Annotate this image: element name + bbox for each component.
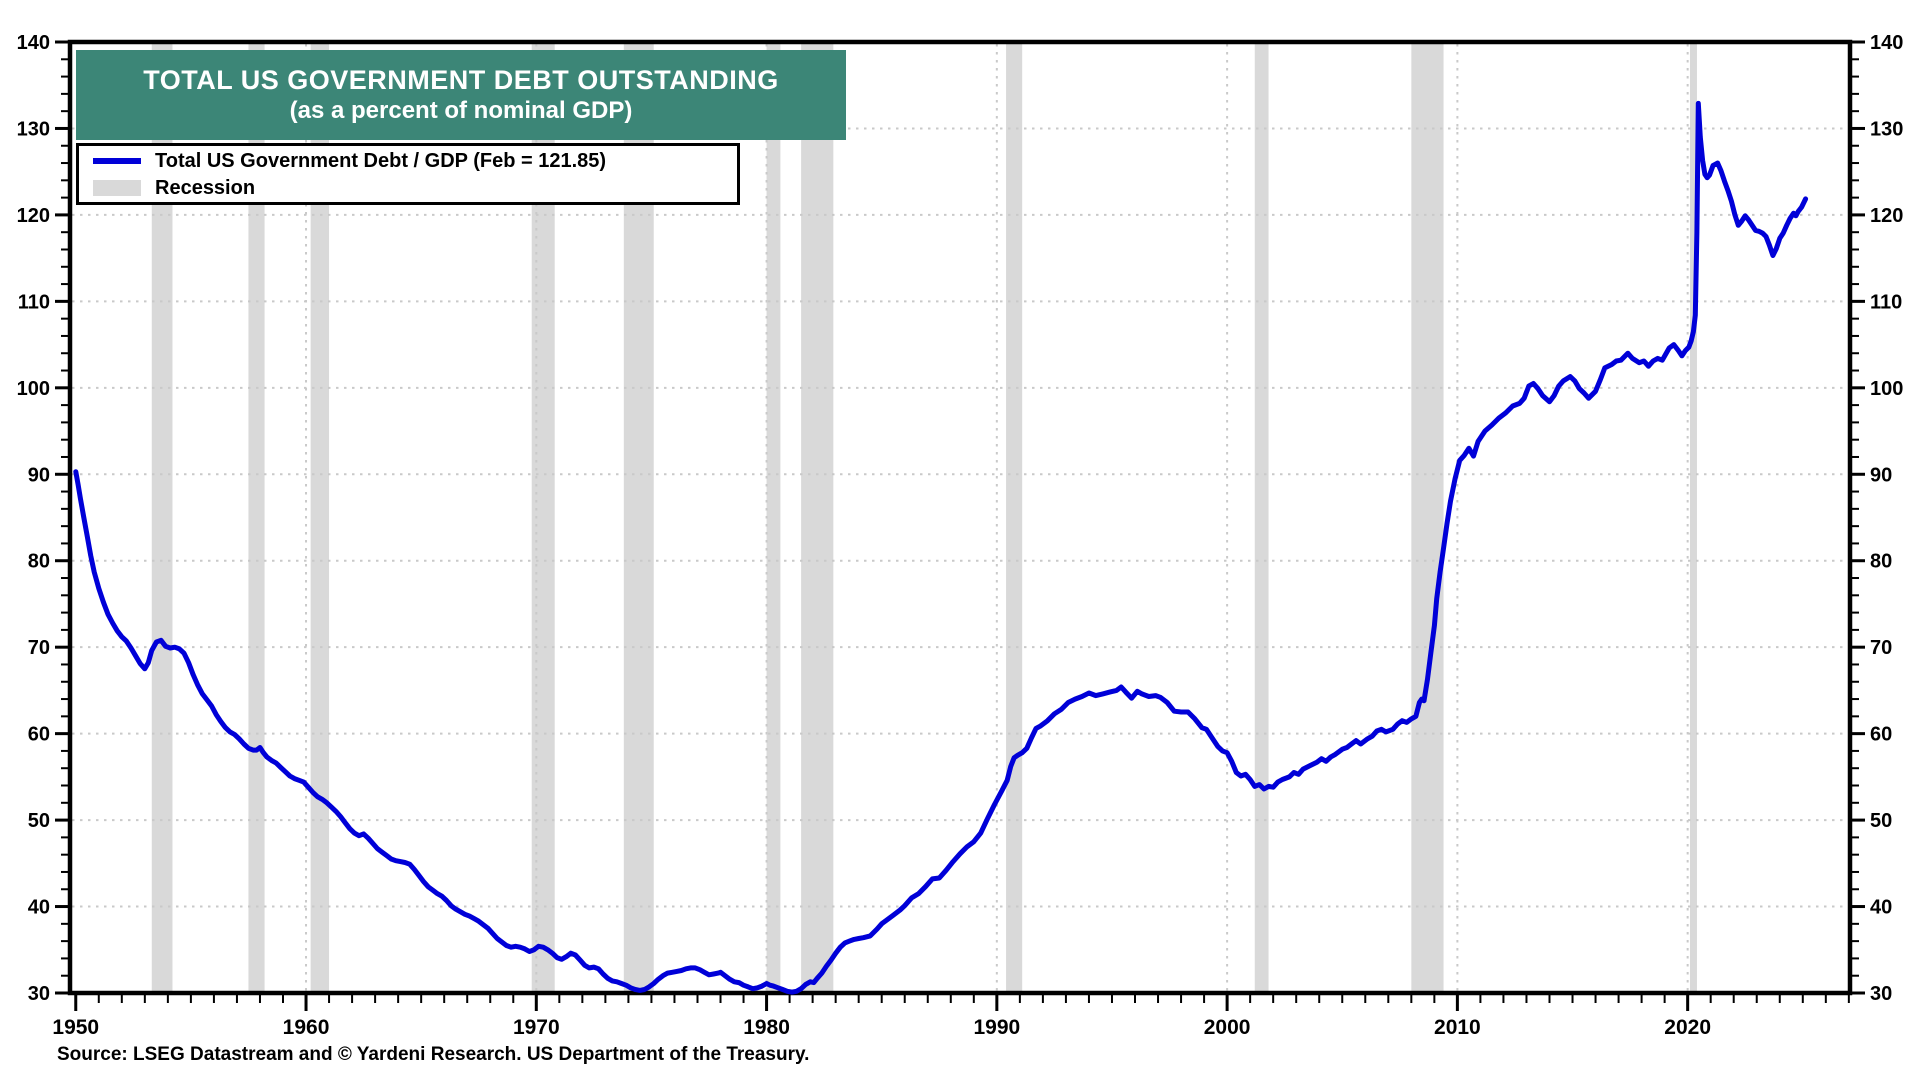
y-axis-label-right: 40 <box>1870 897 1892 919</box>
y-axis-label-left: 60 <box>28 724 50 746</box>
plot-frame <box>67 39 1853 996</box>
series-line-swatch <box>93 157 141 164</box>
x-axis-label: 2010 <box>1434 1016 1481 1039</box>
y-axis-label-left: 140 <box>17 32 50 54</box>
y-axis-label-right: 80 <box>1870 551 1892 573</box>
y-axis-label-left: 100 <box>17 378 50 400</box>
recession-swatch <box>93 179 141 196</box>
y-axis-label-right: 110 <box>1870 291 1902 313</box>
x-axis-label: 1950 <box>52 1016 99 1039</box>
x-axis-label: 1960 <box>283 1016 330 1039</box>
y-axis-label-right: 60 <box>1870 724 1892 746</box>
recession-bars <box>151 44 1697 991</box>
legend-recession-row: Recession <box>93 175 737 200</box>
y-axis-label-left: 30 <box>28 983 50 1005</box>
y-axis-label-left: 90 <box>28 464 50 486</box>
y-axis-label-right: 130 <box>1870 118 1903 140</box>
y-axis-label-right: 140 <box>1870 32 1903 54</box>
legend-series-row: Total US Government Debt / GDP (Feb = 12… <box>93 148 737 173</box>
chart-title-line1: TOTAL US GOVERNMENT DEBT OUTSTANDING <box>143 64 779 95</box>
source-note: Source: LSEG Datastream and © Yardeni Re… <box>57 1044 810 1065</box>
y-axis-label-left: 70 <box>28 637 50 659</box>
y-axis-label-right: 90 <box>1870 464 1892 486</box>
legend-series-label: Total US Government Debt / GDP (Feb = 12… <box>155 149 607 172</box>
x-axis-label: 1980 <box>743 1016 790 1039</box>
x-axis-label: 1990 <box>973 1016 1020 1039</box>
y-axis-label-left: 120 <box>17 205 50 227</box>
y-axis-label-right: 120 <box>1870 205 1903 227</box>
y-axis-label-left: 40 <box>28 897 50 919</box>
y-axis-label-left: 80 <box>28 551 50 573</box>
y-axis-label-left: 130 <box>17 118 50 140</box>
legend-recession-label: Recession <box>155 176 256 199</box>
chart-title-box: TOTAL US GOVERNMENT DEBT OUTSTANDING (as… <box>76 50 846 140</box>
legend-box: Total US Government Debt / GDP (Feb = 12… <box>76 143 740 205</box>
y-axis-label-right: 30 <box>1870 983 1892 1005</box>
y-axis-label-right: 50 <box>1870 810 1892 832</box>
y-axis-label-right: 70 <box>1870 637 1892 659</box>
axis-ticks <box>55 40 1865 1011</box>
y-axis-label-right: 100 <box>1870 378 1903 400</box>
x-axis-label: 2020 <box>1664 1016 1711 1039</box>
debt-gdp-line <box>73 100 1809 995</box>
chart-title-line2: (as a percent of nominal GDP) <box>289 97 633 125</box>
x-axis-label: 2000 <box>1204 1016 1251 1039</box>
y-axis-label-left: 110 <box>18 291 50 313</box>
y-axis-label-left: 50 <box>28 810 50 832</box>
axis-labels: 30 30 40 40 50 50 60 60 70 70 80 80 90 90 100 100 110 110… <box>17 32 1904 1039</box>
x-axis-label: 1970 <box>513 1016 560 1039</box>
